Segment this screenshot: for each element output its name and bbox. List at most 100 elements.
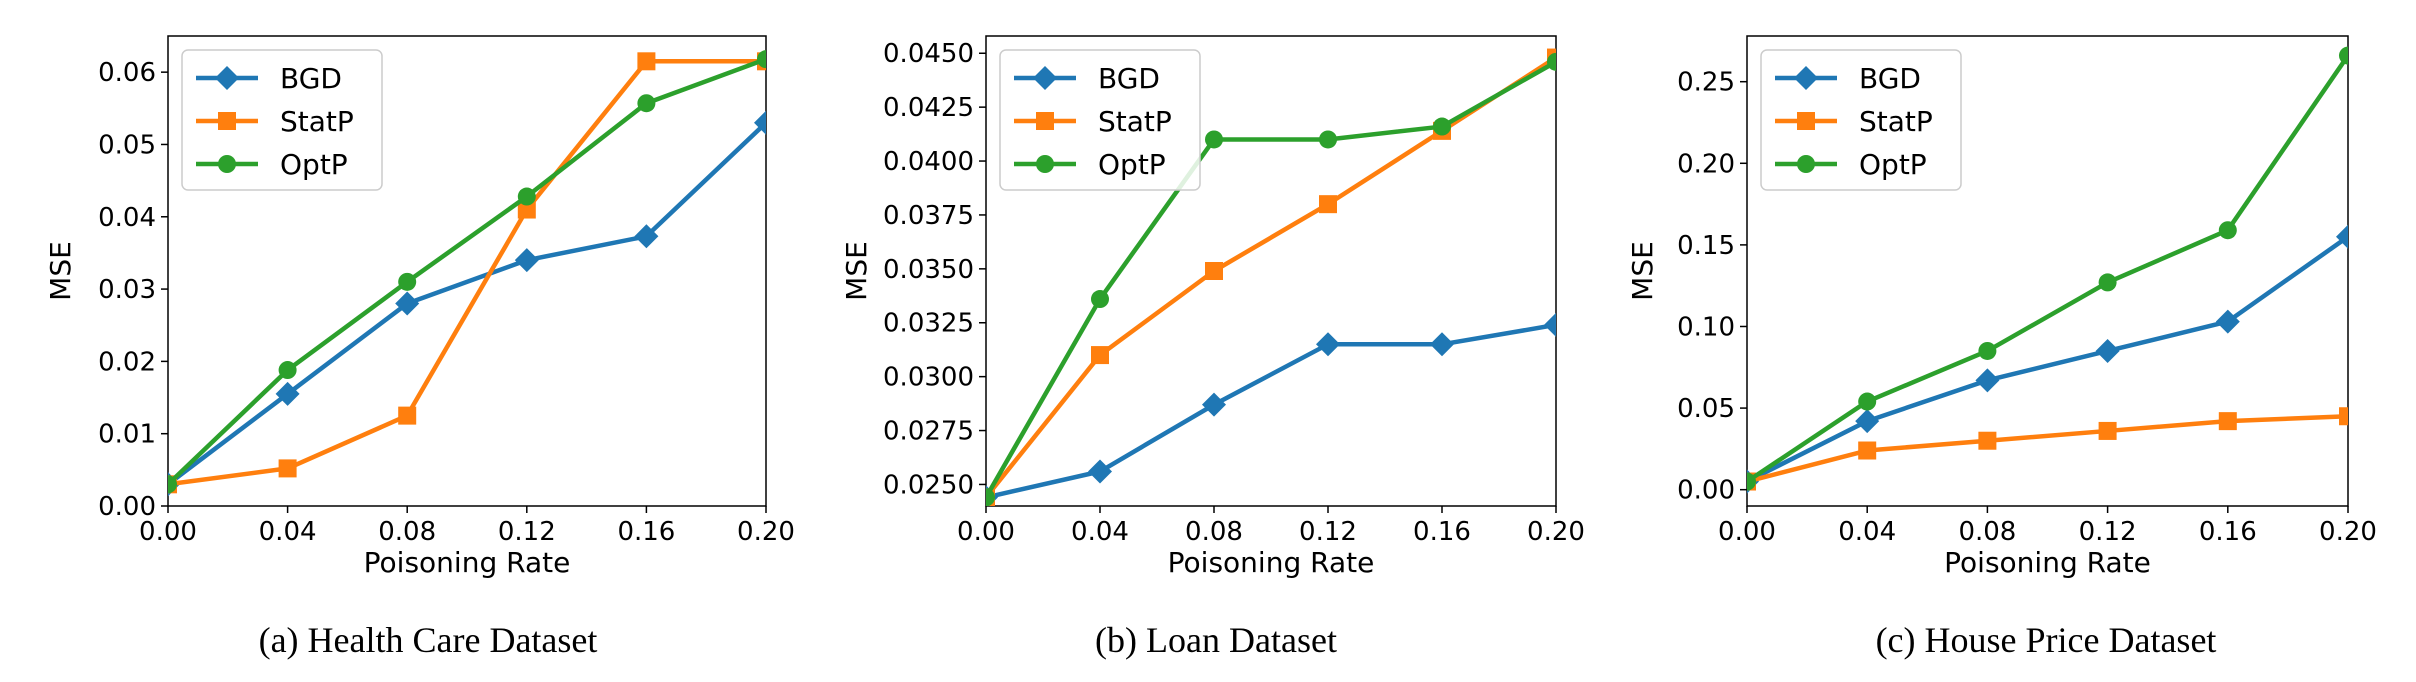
data-point-BGD <box>1430 332 1454 357</box>
data-point-BGD <box>1975 368 2000 393</box>
data-point-BGD <box>1855 409 1880 434</box>
data-point-StatP <box>398 406 417 425</box>
legend-marker-StatP <box>1036 112 1054 130</box>
plot-frame <box>167 35 767 507</box>
data-point-BGD <box>634 224 659 249</box>
data-point-OptP <box>2098 273 2117 292</box>
data-point-BGD <box>514 248 539 273</box>
data-point-OptP <box>1858 392 1877 411</box>
series-OptP <box>168 50 766 494</box>
x-tick-label: 0.16 <box>617 517 675 547</box>
legend-marker-OptP <box>218 155 236 173</box>
x-tick-label: 0.08 <box>1958 517 2016 547</box>
chart-caption: (b) Loan Dataset <box>1095 620 1337 660</box>
x-tick-label: 0.20 <box>737 517 795 547</box>
data-point-StatP <box>278 459 297 478</box>
legend: BGD StatP OptP <box>181 49 383 191</box>
data-point-BGD <box>1316 332 1340 357</box>
data-point-BGD <box>2336 224 2348 249</box>
charts-root: 0.00 0.04 0.08 0.12 0.16 0.20 0.00 0.01 0.02 0.03… <box>44 35 2377 660</box>
y-axis-label: MSE <box>840 241 873 301</box>
data-point-StatP <box>1091 346 1109 365</box>
plot-frame <box>1746 35 2349 507</box>
series-line-BGD <box>986 322 1556 500</box>
series-OptP <box>1747 46 2348 491</box>
x-axis-label: Poisoning Rate <box>1168 546 1375 579</box>
y-tick-label: 0.25 <box>1677 68 1735 98</box>
data-point-StatP <box>2339 407 2348 426</box>
x-tick-label: 0.08 <box>1185 517 1243 547</box>
y-tick-label: 0.00 <box>1677 476 1735 506</box>
data-point-OptP <box>1319 130 1337 149</box>
y-tick-label: 0.0425 <box>883 93 974 123</box>
y-tick-label: 0.0400 <box>883 147 974 177</box>
data-point-BGD <box>1544 312 1556 337</box>
series-line-BGD <box>1747 234 2348 484</box>
data-point-StatP <box>1978 431 1997 450</box>
x-tick-label: 0.12 <box>498 517 556 547</box>
data-point-StatP <box>2218 412 2237 431</box>
legend-marker-StatP <box>218 112 236 130</box>
legend-marker-OptP <box>1036 155 1054 173</box>
chart-1: 0.00 0.04 0.08 0.12 0.16 0.20 0.00 0.01 0.02 0.03… <box>44 35 795 660</box>
y-tick-label: 0.0375 <box>883 201 974 231</box>
data-point-StatP <box>517 200 536 219</box>
legend: BGD StatP OptP <box>1760 49 1962 191</box>
data-point-OptP <box>1433 117 1451 136</box>
series-line-BGD <box>168 121 766 487</box>
data-point-OptP <box>2339 46 2348 65</box>
y-tick-label: 0.0350 <box>883 255 974 285</box>
data-point-StatP <box>2098 421 2117 440</box>
data-point-OptP <box>1091 290 1109 309</box>
data-point-StatP <box>1319 195 1337 214</box>
series-line-StatP <box>1747 413 2348 484</box>
legend-label-StatP: StatP <box>1859 105 1933 138</box>
y-axis-label: MSE <box>44 241 77 301</box>
data-point-BGD <box>1202 392 1226 417</box>
data-point-OptP <box>2218 221 2237 240</box>
series-BGD <box>986 312 1556 506</box>
series-StatP <box>168 52 766 494</box>
chart-caption: (c) House Price Dataset <box>1876 620 2217 660</box>
data-point-BGD <box>2215 309 2240 334</box>
y-tick-label: 0.05 <box>98 130 156 160</box>
series-line-StatP <box>986 55 1556 499</box>
legend-label-OptP: OptP <box>1859 148 1927 181</box>
x-tick-label: 0.08 <box>378 517 436 547</box>
y-tick-label: 0.0450 <box>883 39 974 69</box>
series-BGD <box>1747 224 2348 494</box>
x-tick-label: 0.16 <box>1413 517 1471 547</box>
y-tick-label: 0.00 <box>98 492 156 522</box>
series-BGD <box>168 110 766 497</box>
data-point-BGD <box>2095 338 2120 363</box>
legend-marker-StatP <box>1797 112 1815 130</box>
series-line-OptP <box>168 57 766 486</box>
y-tick-label: 0.10 <box>1677 312 1735 342</box>
legend-label-BGD: BGD <box>280 62 342 95</box>
legend-label-BGD: BGD <box>1098 62 1160 95</box>
plot-frame <box>985 35 1557 507</box>
data-point-OptP <box>398 272 417 291</box>
data-point-OptP <box>1747 472 1756 491</box>
y-tick-label: 0.04 <box>98 203 156 233</box>
data-point-OptP <box>986 488 995 506</box>
data-point-StatP <box>637 52 656 71</box>
legend-marker-BGD <box>215 66 239 90</box>
series-line-StatP <box>168 59 766 487</box>
y-tick-label: 0.0275 <box>883 417 974 447</box>
x-axis-label: Poisoning Rate <box>1944 546 2151 579</box>
x-tick-label: 0.04 <box>1838 517 1896 547</box>
legend-marker-BGD <box>1794 66 1818 90</box>
data-point-BGD <box>754 110 766 135</box>
y-tick-label: 0.03 <box>98 275 156 305</box>
y-tick-label: 0.20 <box>1677 149 1735 179</box>
y-tick-label: 0.06 <box>98 58 156 88</box>
y-tick-label: 0.01 <box>98 420 156 450</box>
x-tick-label: 0.04 <box>259 517 317 547</box>
x-tick-label: 0.12 <box>1299 517 1357 547</box>
y-axis-label: MSE <box>1626 241 1659 301</box>
legend: BGD StatP OptP <box>999 49 1201 191</box>
data-point-BGD <box>1088 459 1112 484</box>
x-tick-label: 0.04 <box>1071 517 1129 547</box>
